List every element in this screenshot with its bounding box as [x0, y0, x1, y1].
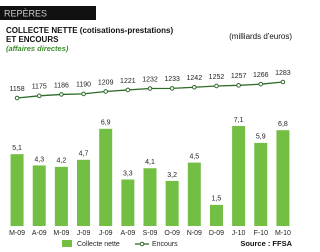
line-point [59, 92, 64, 97]
point-label: 1283 [275, 70, 291, 77]
bar [187, 162, 201, 226]
chart-title: COLLECTE NETTE (cotisations-prestations) [6, 26, 173, 35]
bar-label: 4,1 [145, 159, 155, 166]
point-label: 1221 [120, 78, 136, 85]
line-point [81, 91, 86, 97]
point-label: 1257 [231, 73, 247, 80]
bar-label: 5,9 [256, 134, 266, 141]
bar [32, 165, 46, 226]
bar [121, 179, 135, 226]
point-label: 1209 [98, 79, 114, 86]
x-tick-label: O-09 [164, 230, 180, 237]
x-tick-label: J-09 [77, 230, 91, 237]
header-band [0, 6, 96, 20]
point-label: 1266 [253, 72, 269, 79]
chart-title: ET ENCOURS [6, 35, 59, 44]
bar-label: 4,7 [79, 151, 89, 158]
x-tick-label: D-09 [209, 230, 224, 237]
legend-label: Encours [152, 241, 178, 248]
x-tick-label: S-09 [143, 230, 158, 237]
bar-label: 3,3 [123, 170, 133, 177]
chart: REPÈRES COLLECTE NETTE (cotisations-pres… [0, 6, 293, 248]
bar-label: 6,8 [278, 121, 288, 128]
line-point [14, 95, 20, 101]
bar [209, 204, 223, 226]
bar-label: 4,5 [189, 153, 199, 160]
bar [10, 154, 24, 226]
line-point [147, 86, 153, 91]
unit-note: (milliards d'euros) [229, 32, 292, 41]
point-label: 1175 [32, 84, 47, 91]
source: Source : FFSA [240, 239, 292, 248]
bar [276, 130, 290, 226]
line-point [258, 81, 264, 87]
bar-label: 1,5 [212, 196, 222, 203]
bar-label: 5,1 [12, 145, 22, 152]
bar [77, 159, 91, 226]
x-tick-label: A-09 [120, 230, 135, 237]
point-label: 1242 [187, 75, 203, 82]
subtitle: (affaires directes) [6, 44, 69, 53]
x-tick-label: N-09 [187, 230, 202, 237]
bar-label: 7,1 [234, 117, 244, 124]
bar-label: 4,2 [57, 158, 67, 165]
line-point [280, 79, 286, 85]
bar [99, 128, 113, 226]
line-point [125, 87, 131, 93]
x-tick-label: A-09 [32, 230, 47, 237]
bar [54, 166, 68, 226]
line-point [169, 86, 175, 91]
point-label: 1186 [54, 82, 69, 89]
x-tick-label: J-09 [99, 230, 113, 237]
point-label: 1252 [209, 74, 225, 81]
legend-swatch [62, 240, 72, 247]
bar-label: 4,3 [34, 156, 44, 163]
bar-label: 3,2 [167, 172, 177, 179]
line-point [192, 84, 197, 90]
line-point [103, 89, 108, 94]
point-label: 1233 [164, 76, 180, 83]
bar [165, 180, 179, 226]
legend-label: Collecte nette [77, 241, 120, 248]
bar [143, 168, 157, 226]
bar-label: 6,9 [101, 120, 111, 127]
line-point [214, 83, 219, 89]
x-tick-label: F-10 [254, 230, 269, 237]
bar [254, 142, 268, 226]
point-label: 1190 [76, 82, 91, 89]
line-point [236, 83, 241, 88]
line-point [36, 93, 42, 99]
point-label: 1232 [142, 76, 158, 83]
point-label: 1158 [10, 86, 25, 93]
x-tick-label: M-10 [275, 230, 291, 237]
x-tick-label: M-09 [9, 230, 25, 237]
x-tick-label: J-10 [232, 230, 246, 237]
x-tick-label: M-09 [53, 230, 69, 237]
bar [232, 126, 246, 226]
header: REPÈRES [4, 8, 47, 18]
legend-swatch [139, 241, 145, 247]
